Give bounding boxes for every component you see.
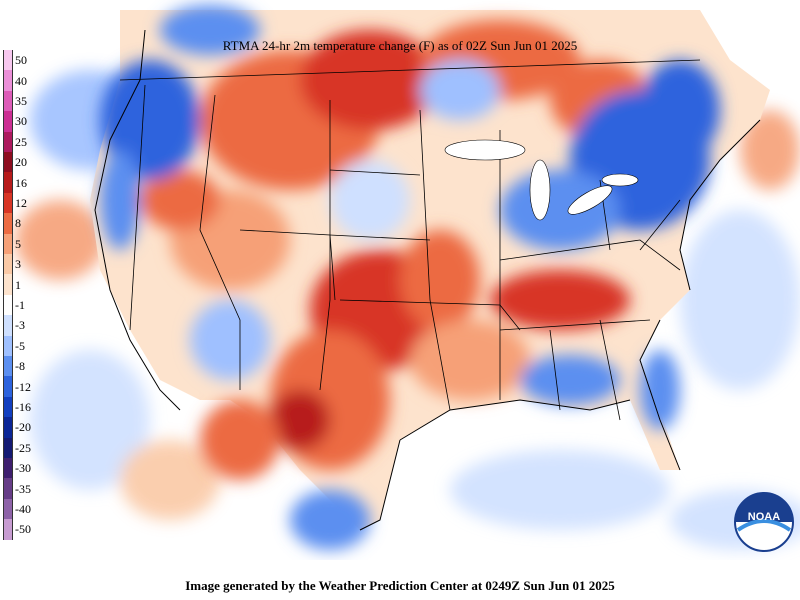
legend-swatch bbox=[3, 335, 13, 356]
legend-label: 50 bbox=[15, 53, 27, 68]
great-lakes bbox=[444, 139, 639, 221]
political-boundaries bbox=[119, 59, 701, 421]
legend-label: -8 bbox=[15, 359, 25, 374]
legend-swatch bbox=[3, 274, 13, 295]
legend-label: -25 bbox=[15, 440, 31, 455]
legend-label: -30 bbox=[15, 461, 31, 476]
legend-swatch bbox=[3, 315, 13, 336]
legend-label: -20 bbox=[15, 420, 31, 435]
legend-label: 8 bbox=[15, 216, 21, 231]
legend-label: -50 bbox=[15, 522, 31, 537]
legend-swatch bbox=[3, 233, 13, 254]
legend-swatch bbox=[3, 152, 13, 173]
legend-label: -35 bbox=[15, 481, 31, 496]
noaa-logo: NOAA bbox=[734, 492, 794, 552]
legend-swatch bbox=[3, 254, 13, 275]
legend-swatch bbox=[3, 458, 13, 479]
legend-label: 1 bbox=[15, 277, 21, 292]
legend-swatch bbox=[3, 294, 13, 316]
legend-swatch bbox=[3, 396, 13, 418]
legend-swatch bbox=[3, 519, 13, 540]
legend-label: 25 bbox=[15, 134, 27, 149]
map-title: RTMA 24-hr 2m temperature change (F) as … bbox=[222, 38, 578, 53]
legend-label: -1 bbox=[15, 298, 25, 312]
legend-label: 35 bbox=[15, 94, 27, 108]
legend-label: 12 bbox=[15, 196, 27, 210]
legend-swatch bbox=[3, 376, 13, 397]
legend-swatch bbox=[3, 131, 13, 152]
noaa-logo-text: NOAA bbox=[748, 511, 780, 523]
legend-label: -5 bbox=[15, 338, 25, 353]
legend-label: 30 bbox=[15, 114, 27, 129]
legend-label: -40 bbox=[15, 502, 31, 516]
legend-swatch bbox=[3, 172, 13, 193]
legend-label: -3 bbox=[15, 318, 25, 333]
legend-label: 40 bbox=[15, 73, 27, 88]
legend-label: 20 bbox=[15, 155, 27, 170]
color-legend: 50 40 35 30 25 20 16 12 8 5 3 1 -1 -3 -5 -8 -12 -16 -20 -25… bbox=[3, 50, 49, 560]
legend-swatch bbox=[3, 213, 13, 234]
temperature-change-map bbox=[15, 5, 800, 550]
legend-label: -16 bbox=[15, 400, 31, 414]
legend-swatch bbox=[3, 111, 13, 132]
legend-swatch bbox=[3, 90, 13, 112]
legend-swatch bbox=[3, 70, 13, 91]
legend-swatch bbox=[3, 50, 13, 71]
legend-swatch bbox=[3, 356, 13, 377]
legend-swatch bbox=[3, 498, 13, 520]
legend-swatch bbox=[3, 417, 13, 438]
legend-swatch bbox=[3, 478, 13, 499]
coastlines bbox=[94, 29, 761, 531]
legend-label: -12 bbox=[15, 379, 31, 394]
legend-label: 16 bbox=[15, 175, 27, 190]
legend-swatch bbox=[3, 192, 13, 214]
footer-credit: Image generated by the Weather Predictio… bbox=[185, 578, 615, 593]
legend-label: 3 bbox=[15, 257, 21, 272]
legend-label: 5 bbox=[15, 236, 21, 251]
legend-swatch bbox=[3, 437, 13, 458]
